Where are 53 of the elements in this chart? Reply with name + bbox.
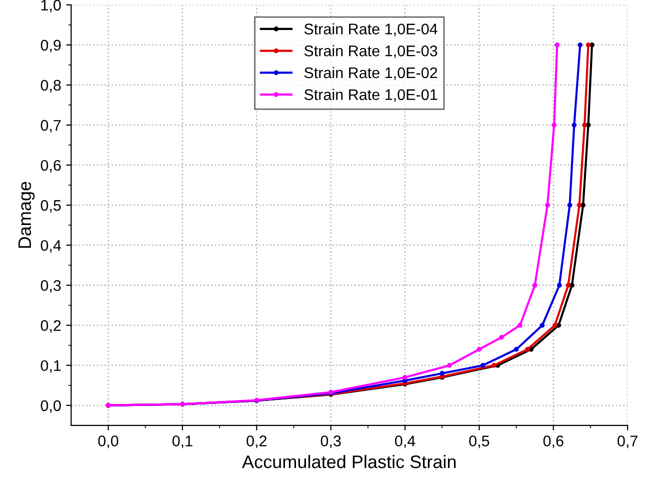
point: [499, 334, 504, 340]
point: [576, 202, 582, 208]
point: [402, 374, 408, 380]
point: [590, 42, 594, 48]
point: [525, 346, 530, 352]
point: [545, 202, 550, 208]
point: [554, 42, 560, 48]
point: [532, 282, 538, 288]
legend-label: Strain Rate 1,0E-02: [304, 66, 438, 80]
point: [476, 346, 482, 352]
x-tick-label: 0,0: [98, 436, 118, 448]
x-tick-label: 0,6: [543, 436, 564, 448]
point: [552, 322, 558, 328]
point: [492, 362, 496, 368]
point: [556, 322, 562, 328]
x-tick-label: 0,1: [172, 436, 192, 448]
legend-label: Strain Rate 1,0E-01: [304, 88, 438, 102]
point: [572, 122, 577, 128]
point: [540, 322, 545, 328]
y-tick-label: 0,2: [40, 320, 61, 333]
point: [556, 282, 562, 288]
legend-label: Strain Rate 1,0E-04: [304, 23, 438, 36]
x-tick-label: 0,3: [320, 436, 341, 448]
point: [566, 282, 571, 288]
point: [580, 202, 586, 208]
x-axis-title: Accumulated Plastic Strain: [242, 454, 456, 468]
y-tick-label: 0,0: [40, 400, 61, 413]
point: [514, 346, 519, 352]
y-tick-label: 0,9: [40, 40, 61, 52]
point: [570, 282, 574, 288]
point: [480, 362, 486, 368]
point: [447, 362, 452, 368]
y-tick-label: 0,8: [40, 80, 61, 92]
point: [567, 202, 572, 208]
y-tick-label: 0,5: [40, 200, 61, 213]
x-tick-label: 0,7: [618, 436, 638, 448]
y-tick-label: 1,0: [41, 0, 61, 12]
y-tick-label: 0,3: [40, 280, 61, 293]
y-tick-label: 0,4: [40, 240, 62, 253]
y-tick-label: 0,7: [40, 120, 61, 133]
point: [518, 322, 522, 328]
x-tick-label: 0,4: [395, 436, 416, 448]
point: [582, 122, 587, 128]
y-axis-title: Damage: [18, 182, 35, 248]
y-tick-label: 0,6: [40, 160, 61, 173]
point: [552, 122, 557, 128]
y-tick-label: 0,1: [40, 360, 61, 373]
x-tick-label: 0,5: [469, 436, 490, 448]
point: [578, 42, 583, 48]
point: [586, 42, 591, 48]
point: [440, 370, 445, 376]
legend-label: Strain Rate 1,0E-03: [304, 45, 438, 58]
x-tick-label: 0,2: [246, 436, 266, 448]
